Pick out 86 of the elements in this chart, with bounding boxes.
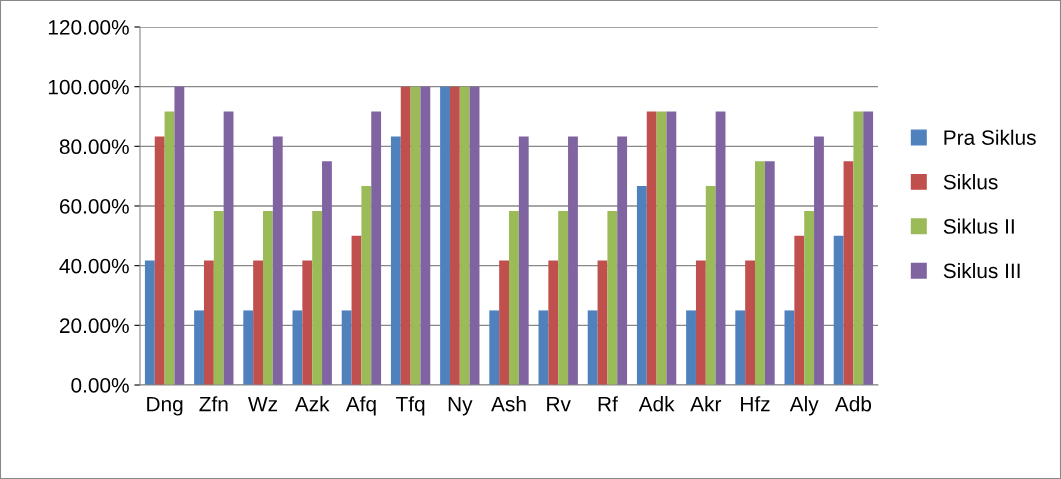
bar: [814, 136, 824, 385]
bar: [843, 161, 854, 385]
bar: [538, 310, 549, 385]
bar: [686, 310, 696, 385]
bar: [597, 260, 608, 385]
bar: [351, 235, 362, 385]
bar: [509, 211, 519, 385]
bar: [715, 111, 726, 385]
bar: [272, 136, 283, 385]
bar: [695, 260, 706, 385]
bar: [499, 260, 509, 385]
x-tick-label: Ny: [448, 396, 473, 416]
legend-label: Pra Siklus: [944, 129, 1036, 145]
bar: [784, 310, 795, 385]
bar: [213, 211, 224, 385]
bar: [656, 111, 667, 385]
bar: [617, 136, 628, 385]
bar: [174, 86, 185, 385]
x-tick-label: Afq: [345, 396, 376, 416]
y-tick-label: 40.00%: [59, 258, 129, 274]
bar: [194, 310, 204, 385]
bar: [164, 111, 175, 385]
bar: [371, 111, 382, 385]
legend-label: Siklus II: [943, 218, 1014, 234]
bar: [400, 86, 411, 385]
bar: [203, 260, 214, 385]
bar: [764, 161, 775, 385]
bar: [390, 136, 401, 385]
y-tick-label: 20.00%: [59, 318, 129, 334]
bar: [587, 310, 598, 385]
y-tick-label: 80.00%: [59, 139, 129, 155]
bar: [735, 310, 746, 385]
bar: [223, 111, 234, 385]
bar: [302, 260, 313, 385]
x-tick-label: Dng: [147, 396, 183, 416]
bar: [420, 86, 431, 385]
bar: [243, 310, 254, 385]
bar: [568, 136, 578, 385]
legend-label: Siklus: [943, 174, 998, 190]
bar: [636, 186, 647, 385]
x-tick-label: Rv: [547, 396, 571, 412]
bar: [144, 260, 155, 385]
bar: [518, 136, 529, 385]
x-tick-label: Tfq: [396, 396, 425, 416]
x-tick-label: Rf: [598, 396, 618, 412]
x-tick-label: Hfz: [741, 396, 770, 412]
bar: [646, 111, 657, 385]
bar: [745, 260, 755, 385]
bar: [833, 235, 844, 385]
bar: [804, 211, 815, 385]
legend-label: Siklus III: [943, 262, 1020, 279]
bar: [449, 86, 460, 385]
bar: [853, 111, 864, 385]
bar: [863, 111, 874, 385]
bar: [253, 260, 263, 385]
bar: [794, 235, 805, 385]
x-tick-label: Zfn: [199, 396, 228, 412]
bar: [361, 186, 372, 385]
bar: [548, 260, 559, 385]
bar: [489, 310, 500, 385]
bar: [459, 86, 470, 385]
x-tick-label: Akr: [690, 396, 722, 412]
x-tick-label: Azk: [294, 396, 330, 412]
y-tick-label: 100.00%: [48, 79, 129, 95]
x-tick-label: Adb: [834, 396, 872, 412]
y-tick-label: 120.00%: [48, 20, 129, 35]
x-tick-label: Ash: [491, 396, 526, 412]
bar: [755, 161, 765, 385]
bar: [154, 136, 165, 385]
bar: [666, 111, 677, 385]
bar: [341, 310, 352, 385]
bar: [469, 86, 480, 385]
bar: [558, 211, 569, 385]
y-tick-label: 60.00%: [59, 199, 129, 214]
bar: [322, 161, 332, 385]
bar: [440, 86, 450, 385]
x-tick-label: Wz: [248, 396, 277, 412]
y-tick-label: 0.00%: [71, 378, 129, 393]
bar: [263, 211, 273, 385]
bar: [607, 211, 618, 385]
bar: [705, 186, 716, 385]
bar: [410, 86, 421, 385]
bar: [312, 211, 323, 385]
x-tick-label: Aly: [789, 396, 819, 416]
x-tick-label: Adk: [638, 396, 675, 412]
bar: [292, 310, 303, 385]
